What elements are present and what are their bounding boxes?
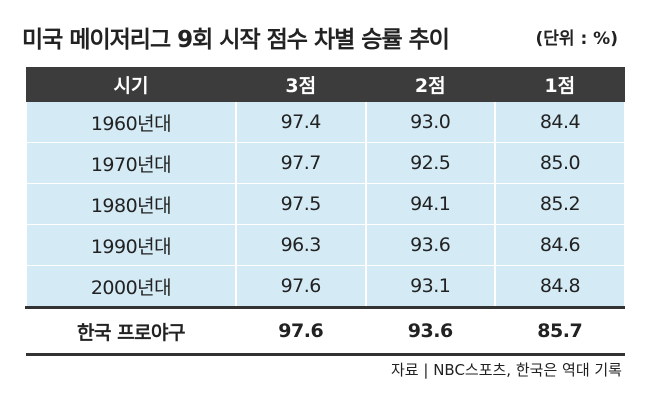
table-row: 1980년대 97.5 94.1 85.2 — [25, 183, 625, 225]
period-cell: 한국 프로야구 — [26, 306, 236, 356]
source-note: 자료 | NBC스포츠, 한국은 역대 기록 — [391, 361, 622, 379]
table-row: 1970년대 97.7 92.5 85.0 — [25, 142, 625, 184]
rate-cell: 93.6 — [364, 224, 496, 266]
rate-cell: 97.5 — [235, 183, 366, 225]
period-cell: 1960년대 — [25, 102, 237, 143]
rate-cell: 97.4 — [235, 102, 366, 143]
rate-cell: 85.2 — [494, 183, 625, 225]
header-cell: 2점 — [365, 67, 495, 102]
header-cell: 시기 — [26, 67, 236, 102]
rate-cell: 97.7 — [235, 142, 366, 184]
table: 시기 3점 2점 1점 1960년대 97.4 93.0 84.4 1970년대 97.7 92.… — [25, 67, 625, 356]
rate-cell: 84.4 — [494, 102, 625, 143]
header-cell: 1점 — [495, 67, 625, 102]
rate-cell: 85.7 — [495, 306, 625, 356]
period-cell: 1970년대 — [25, 142, 237, 184]
rate-cell: 96.3 — [235, 224, 366, 266]
unit-note: (단위 : %) — [535, 29, 619, 49]
rate-cell: 97.6 — [236, 306, 366, 356]
rate-cell: 93.6 — [365, 306, 495, 356]
period-cell: 2000년대 — [25, 265, 237, 308]
rate-cell: 84.8 — [494, 265, 625, 308]
rate-cell: 94.1 — [364, 183, 496, 225]
period-cell: 1990년대 — [25, 224, 237, 266]
period-cell: 1980년대 — [25, 183, 237, 225]
rate-cell: 93.0 — [364, 102, 496, 143]
title: 미국 메이저리그 9회 시작 점수 차별 승률 추이 — [22, 27, 450, 53]
header-row: 시기 3점 2점 1점 — [26, 67, 625, 102]
table-row: 2000년대 97.6 93.1 84.8 — [25, 265, 625, 308]
rate-cell: 84.6 — [494, 224, 625, 266]
rate-cell: 92.5 — [364, 142, 496, 184]
header-cell: 3점 — [236, 67, 366, 102]
rate-cell: 97.6 — [235, 265, 366, 308]
table-row: 1960년대 97.4 93.0 84.4 — [25, 102, 625, 143]
table-row: 한국 프로야구 97.6 93.6 85.7 — [26, 306, 625, 356]
table-row: 1990년대 96.3 93.6 84.6 — [25, 224, 625, 266]
rate-cell: 85.0 — [494, 142, 625, 184]
rate-cell: 93.1 — [364, 265, 496, 308]
